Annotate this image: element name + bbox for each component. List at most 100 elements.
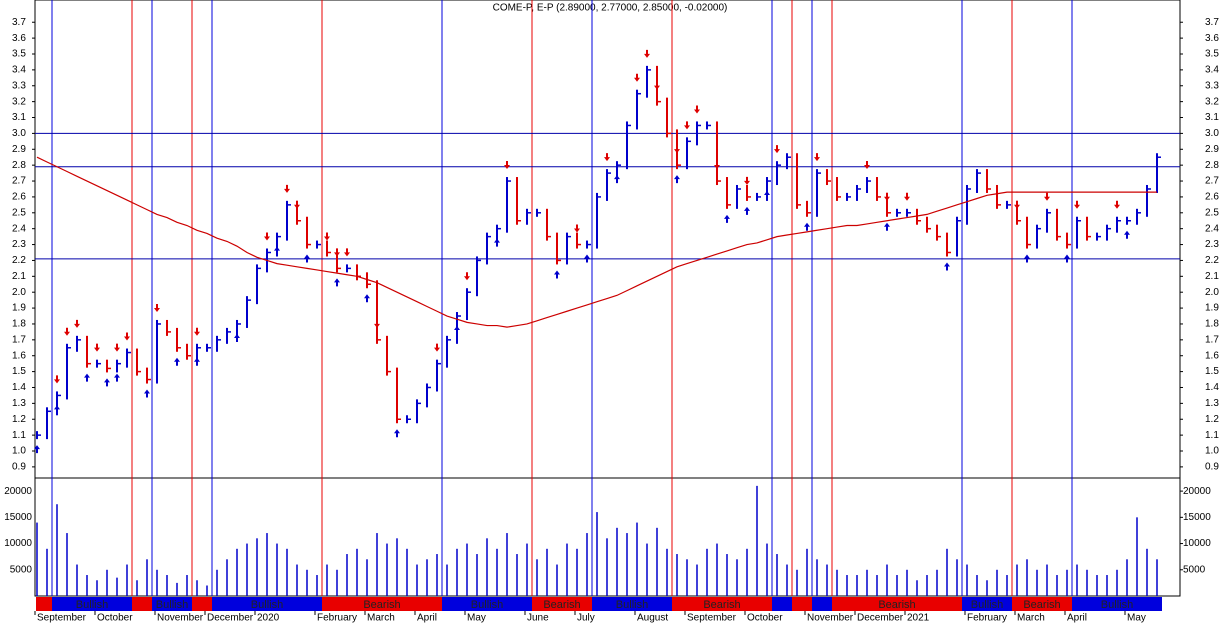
y-tick-label: 1.0 [12,446,26,457]
regime-band [36,597,52,611]
sell-arrow [64,327,70,336]
y-tick-label: 2.5 [12,207,26,218]
buy-arrow [54,405,60,414]
y-tick-label: 1.1 [1205,430,1219,441]
sell-arrow [264,232,270,241]
regime-band [832,597,962,611]
regime-band [442,597,532,611]
regime-label: Bearish [878,599,915,611]
y-tick-label: 2.0 [1205,287,1219,298]
sell-arrow [344,248,350,257]
y-tick-label: 2.1 [12,271,26,282]
sell-arrow [1114,200,1120,209]
x-tick-label: September [687,613,737,624]
y-tick-label: 1.5 [12,366,26,377]
x-tick-label: March [1017,613,1045,624]
x-tick-label: March [367,613,395,624]
sell-arrow [774,145,780,154]
x-tick-label: April [1067,613,1087,624]
y-tick-label: 2.7 [1205,176,1219,187]
chart-title: COME-P, E-P (2.89000, 2.77000, 2.85000, … [493,3,728,14]
x-tick-label: December [857,613,904,624]
regime-band [792,597,812,611]
x-tick-label: August [637,613,668,624]
x-tick-label: April [417,613,437,624]
buy-arrow [454,326,460,335]
sell-arrow [654,81,660,90]
buy-arrow [884,222,890,231]
regime-label: Bullish [616,599,648,611]
regime-band [212,597,322,611]
y-tick-label: 0.9 [1205,462,1219,473]
x-tick-label: 2020 [257,613,280,624]
sell-arrow [744,176,750,185]
y-tick-label: 2.4 [1205,223,1219,234]
y-tick-label: 1.7 [12,334,26,345]
regime-label: Bullish [471,599,503,611]
y-tick-label: 3.2 [12,96,26,107]
sell-arrow [294,200,300,209]
sell-arrow [674,145,680,154]
y-tick-label: 3.6 [1205,33,1219,44]
sell-arrow [714,161,720,170]
sell-arrow [814,153,820,162]
y-tick-label: 1.7 [1205,334,1219,345]
sell-arrow [114,343,120,352]
x-tick-label: November [807,613,854,624]
y-tick-label: 1.9 [1205,303,1219,314]
y-tick-label: 3.3 [1205,80,1219,91]
y-tick-label: 3.4 [1205,65,1219,76]
y-tick-label: 2.9 [1205,144,1219,155]
y-tick-label: 2.4 [12,223,26,234]
sell-arrow [904,192,910,201]
buy-arrow [1024,254,1030,263]
y-tick-label: 2.8 [12,160,26,171]
y-tick-label: 1.1 [12,430,26,441]
x-tick-label: May [1127,613,1146,624]
regime-label: Bearish [703,599,740,611]
sell-arrow [864,161,870,170]
buy-arrow [174,357,180,366]
x-tick-label: December [207,613,254,624]
buy-arrow [674,175,680,184]
x-tick-label: June [527,613,549,624]
y2-tick-label: 5000 [10,564,33,575]
y-tick-label: 2.6 [1205,192,1219,203]
regime-band [152,597,192,611]
buy-arrow [1064,254,1070,263]
sell-arrow [284,184,290,193]
x-tick-label: February [967,613,1007,624]
buy-arrow [304,254,310,263]
sell-arrow [194,327,200,336]
y-tick-label: 3.4 [12,65,26,76]
x-tick-label: October [747,613,783,624]
y-tick-label: 1.2 [12,414,26,425]
y2-tick-label: 5000 [1183,564,1206,575]
y-tick-label: 1.0 [1205,446,1219,457]
sell-arrow [124,332,130,341]
regime-band [132,597,152,611]
sell-arrow [644,49,650,58]
regime-label: Bearish [363,599,400,611]
regime-label: Bullish [1101,599,1133,611]
y2-tick-label: 15000 [4,512,32,523]
buy-arrow [494,238,500,247]
sell-arrow [1044,192,1050,201]
y-tick-label: 1.8 [1205,319,1219,330]
buy-arrow [34,445,40,454]
buy-arrow [584,254,590,263]
buy-arrow [394,429,400,438]
buy-arrow [744,206,750,215]
regime-band [672,597,772,611]
sell-arrow [504,161,510,170]
buy-arrow [84,373,90,382]
y-tick-label: 2.0 [12,287,26,298]
regime-band [1072,597,1162,611]
y-tick-label: 2.6 [12,192,26,203]
sell-arrow [634,73,640,82]
sell-arrow [334,248,340,257]
sell-arrow [1014,200,1020,209]
y2-tick-label: 20000 [4,486,32,497]
regime-band [1012,597,1072,611]
y-tick-label: 3.1 [1205,112,1219,123]
